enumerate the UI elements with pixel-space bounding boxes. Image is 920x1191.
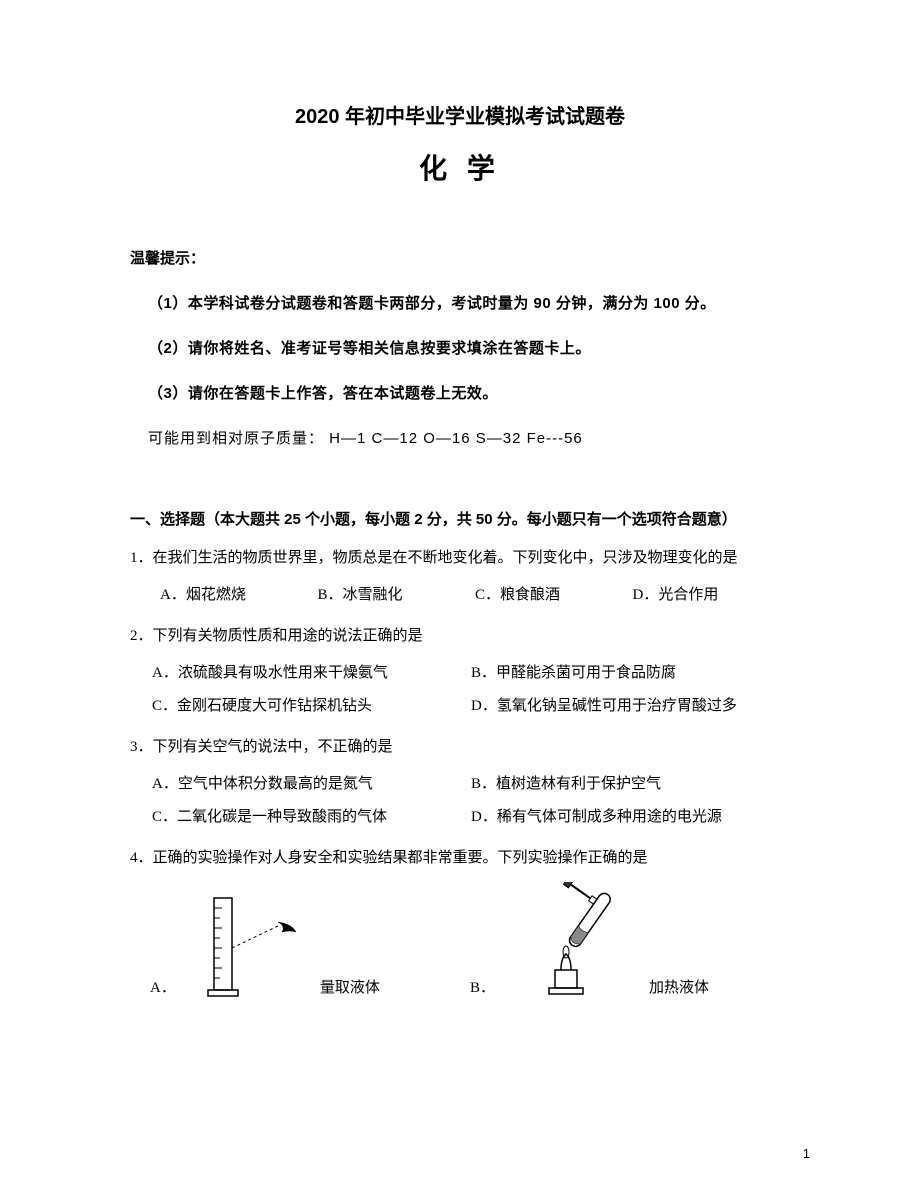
q2-options-row1: A．浓硫酸具有吸水性用来干燥氨气 B．甲醛能杀菌可用于食品防腐 xyxy=(130,660,790,687)
exam-title-line1: 2020 年初中毕业学业模拟考试试题卷 xyxy=(130,100,790,129)
question-3: 3．下列有关空气的说法中，不正确的是 A．空气中体积分数最高的是氮气 B．植树造… xyxy=(130,734,790,831)
q4-opt-b-caption: 加热液体 xyxy=(649,975,709,1002)
tips-item-3: （3）请你在答题卡上作答，答在本试题卷上无效。 xyxy=(130,382,790,403)
q2-opt-b: B．甲醛能杀菌可用于食品防腐 xyxy=(471,660,790,687)
graduated-cylinder-icon xyxy=(200,892,310,1002)
q3-options-row2: C．二氧化碳是一种导致酸雨的气体 D．稀有气体可制成多种用途的电光源 xyxy=(130,804,790,831)
q1-opt-b: B．冰雪融化 xyxy=(318,582,476,609)
q1-options: A．烟花燃烧 B．冰雪融化 C．粮食酿酒 D．光合作用 xyxy=(130,582,790,609)
exam-title-line2: 化 学 xyxy=(130,147,790,187)
tips-item-2: （2）请你将姓名、准考证号等相关信息按要求填涂在答题卡上。 xyxy=(130,337,790,358)
tips-heading: 温馨提示： xyxy=(130,247,790,268)
q2-opt-c: C．金刚石硬度大可作钻探机钻头 xyxy=(152,693,471,720)
q4-options-row: A． 量取液体 B． xyxy=(130,882,790,1002)
q3-opt-d: D．稀有气体可制成多种用途的电光源 xyxy=(471,804,790,831)
question-2: 2．下列有关物质性质和用途的说法正确的是 A．浓硫酸具有吸水性用来干燥氨气 B．… xyxy=(130,623,790,720)
section-1-heading: 一、选择题（本大题共 25 个小题，每小题 2 分，共 50 分。每小题只有一个… xyxy=(130,508,790,529)
atomic-masses-line: 可能用到相对原子质量： H—1 C—12 O—16 S—32 Fe---56 xyxy=(130,427,790,448)
q4-opt-b-cell: B． 加热液体 xyxy=(470,882,790,1002)
q4-stem: 4．正确的实验操作对人身安全和实验结果都非常重要。下列实验操作正确的是 xyxy=(130,845,790,872)
heating-test-tube-icon xyxy=(519,882,639,1002)
q2-options-row2: C．金刚石硬度大可作钻探机钻头 D．氢氧化钠呈碱性可用于治疗胃酸过多 xyxy=(130,693,790,720)
q1-stem: 1．在我们生活的物质世界里，物质总是在不断地变化着。下列变化中，只涉及物理变化的… xyxy=(130,545,790,572)
q3-options-row1: A．空气中体积分数最高的是氮气 B．植树造林有利于保护空气 xyxy=(130,771,790,798)
q1-opt-c: C．粮食酿酒 xyxy=(475,582,633,609)
q3-opt-a: A．空气中体积分数最高的是氮气 xyxy=(152,771,471,798)
masses-prefix: 可能用到相对原子质量： xyxy=(148,430,324,447)
q1-opt-d: D．光合作用 xyxy=(633,582,791,609)
q4-opt-a-caption: 量取液体 xyxy=(320,975,380,1002)
q4-opt-a-cell: A． 量取液体 xyxy=(150,882,470,1002)
q3-opt-b: B．植树造林有利于保护空气 xyxy=(471,771,790,798)
question-4: 4．正确的实验操作对人身安全和实验结果都非常重要。下列实验操作正确的是 A． xyxy=(130,845,790,1002)
q4-opt-a-label: A． xyxy=(150,975,176,1002)
tips-item-1: （1）本学科试卷分试题卷和答题卡两部分，考试时量为 90 分钟，满分为 100 … xyxy=(130,292,790,313)
q1-opt-a: A．烟花燃烧 xyxy=(160,582,318,609)
question-1: 1．在我们生活的物质世界里，物质总是在不断地变化着。下列变化中，只涉及物理变化的… xyxy=(130,545,790,609)
q2-opt-a: A．浓硫酸具有吸水性用来干燥氨气 xyxy=(152,660,471,687)
q2-stem: 2．下列有关物质性质和用途的说法正确的是 xyxy=(130,623,790,650)
q4-opt-b-label: B． xyxy=(470,975,495,1002)
masses-values: H—1 C—12 O—16 S—32 Fe---56 xyxy=(324,430,583,447)
page-number: 1 xyxy=(803,1146,810,1161)
q3-opt-c: C．二氧化碳是一种导致酸雨的气体 xyxy=(152,804,471,831)
q3-stem: 3．下列有关空气的说法中，不正确的是 xyxy=(130,734,790,761)
q2-opt-d: D．氢氧化钠呈碱性可用于治疗胃酸过多 xyxy=(471,693,790,720)
